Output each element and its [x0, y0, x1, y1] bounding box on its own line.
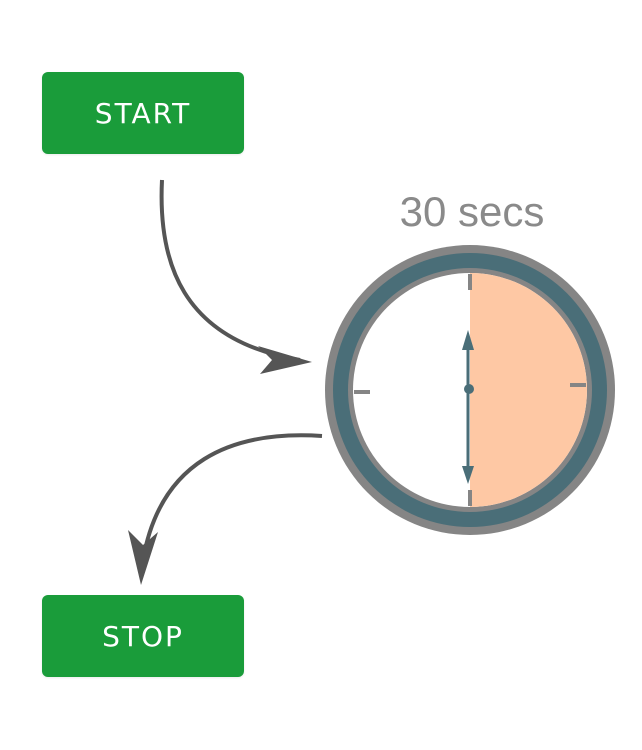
stopwatch-hands [462, 330, 474, 484]
start-to-timer-arrow [159, 179, 301, 362]
start-button[interactable]: START [42, 72, 244, 154]
start-arrowhead-icon [258, 346, 312, 374]
stop-arrowhead-icon [128, 530, 158, 585]
stop-button[interactable]: STOP [42, 595, 244, 677]
elapsed-fill [470, 273, 587, 507]
timer-duration-label: 30 secs [399, 188, 545, 235]
stopwatch-icon [325, 245, 615, 535]
timer-to-stop-arrow [141, 433, 323, 561]
